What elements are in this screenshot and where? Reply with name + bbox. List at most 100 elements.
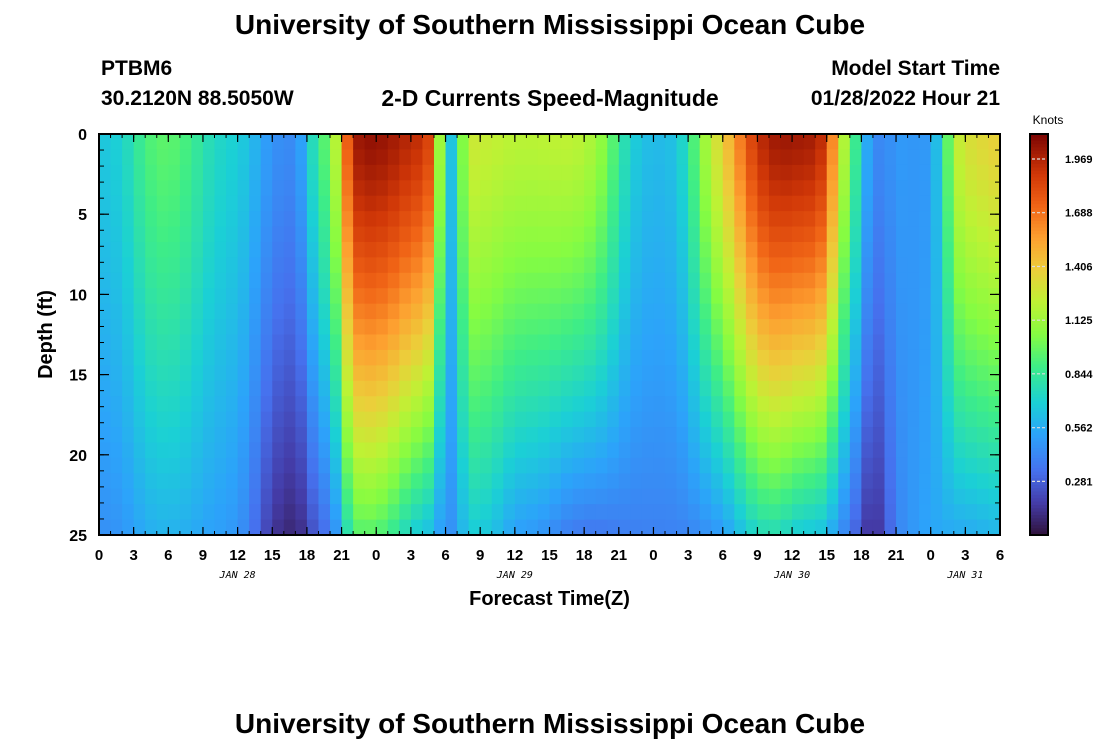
x-tick-label: 9 xyxy=(199,547,207,564)
heatmap-cell xyxy=(145,473,158,490)
heatmap-cell xyxy=(399,288,412,305)
heatmap-cell xyxy=(145,334,158,351)
heatmap-cell xyxy=(676,303,689,320)
heatmap-cell xyxy=(745,241,759,258)
heatmap-cell xyxy=(641,241,655,258)
heatmap-cell xyxy=(584,226,597,243)
heatmap-cell xyxy=(433,257,447,274)
heatmap-cell xyxy=(838,288,851,305)
heatmap-cell xyxy=(815,288,828,305)
heatmap-cell xyxy=(595,319,608,336)
heatmap-cell xyxy=(988,180,1001,197)
heatmap-cell xyxy=(145,226,158,243)
heatmap-cell xyxy=(537,411,551,428)
heatmap-cell xyxy=(156,180,169,197)
heatmap-cell xyxy=(988,149,1001,166)
heatmap-cell xyxy=(549,427,562,444)
heatmap-cell xyxy=(260,504,273,521)
heatmap-cell xyxy=(110,134,123,151)
heatmap-cell xyxy=(861,226,874,243)
colorbar-segment xyxy=(1030,374,1048,379)
heatmap-cell xyxy=(422,134,435,151)
heatmap-cell xyxy=(376,365,389,382)
heatmap-cell xyxy=(445,149,458,166)
heatmap-cell xyxy=(410,180,424,197)
heatmap-cell xyxy=(457,303,470,320)
heatmap-cell xyxy=(260,257,273,274)
colorbar-segment xyxy=(1030,197,1048,202)
heatmap-cell xyxy=(399,380,412,397)
heatmap-cell xyxy=(353,164,366,181)
heatmap-cell xyxy=(734,288,747,305)
heatmap-cell xyxy=(630,473,643,490)
heatmap-cell xyxy=(214,195,227,212)
heatmap-cell xyxy=(919,411,932,428)
heatmap-cell xyxy=(607,457,620,474)
heatmap-cell xyxy=(849,134,862,151)
heatmap-cell xyxy=(965,411,978,428)
heatmap-cell xyxy=(110,473,123,490)
heatmap-cell xyxy=(179,226,193,243)
heatmap-cell xyxy=(953,149,966,166)
heatmap-cell xyxy=(919,288,932,305)
heatmap-cell xyxy=(353,504,366,521)
heatmap-cell xyxy=(757,365,770,382)
heatmap-cell xyxy=(549,226,562,243)
heatmap-cell xyxy=(295,504,308,521)
heatmap-cell xyxy=(122,303,135,320)
heatmap-cell xyxy=(283,488,296,505)
x-tick-label: 0 xyxy=(372,547,380,564)
heatmap-cell xyxy=(734,334,747,351)
heatmap-cell xyxy=(976,442,990,459)
heatmap-cell xyxy=(202,442,216,459)
heatmap-cell xyxy=(214,149,227,166)
heatmap-cell xyxy=(168,149,181,166)
heatmap-cell xyxy=(191,504,204,521)
heatmap-cell xyxy=(168,504,181,521)
heatmap-cell xyxy=(653,195,666,212)
heatmap-cell xyxy=(780,442,793,459)
heatmap-cell xyxy=(803,365,816,382)
heatmap-cell xyxy=(653,349,666,366)
heatmap-cell xyxy=(722,380,735,397)
heatmap-cell xyxy=(491,319,504,336)
heatmap-cell xyxy=(457,257,470,274)
heatmap-cell xyxy=(376,211,389,228)
heatmap-cell xyxy=(306,303,320,320)
heatmap-cell xyxy=(826,241,839,258)
heatmap-cell xyxy=(330,427,343,444)
heatmap-cell xyxy=(295,164,308,181)
heatmap-cell xyxy=(641,149,655,166)
colorbar-segment xyxy=(1030,451,1048,456)
heatmap-cell xyxy=(145,211,158,228)
heatmap-cell xyxy=(780,288,793,305)
heatmap-cell xyxy=(896,504,909,521)
heatmap-cell xyxy=(572,226,585,243)
heatmap-cell xyxy=(711,241,724,258)
heatmap-cell xyxy=(179,349,193,366)
heatmap-cell xyxy=(526,211,539,228)
heatmap-cell xyxy=(503,303,516,320)
heatmap-cell xyxy=(283,334,296,351)
heatmap-cell xyxy=(110,380,123,397)
heatmap-cell xyxy=(433,519,447,536)
heatmap-cell xyxy=(364,365,377,382)
heatmap-cell xyxy=(849,164,862,181)
heatmap-cell xyxy=(376,457,389,474)
heatmap-cell xyxy=(491,180,504,197)
heatmap-cell xyxy=(503,365,516,382)
heatmap-cell xyxy=(387,380,400,397)
heatmap-cell xyxy=(156,427,169,444)
heatmap-cell xyxy=(353,411,366,428)
heatmap-cell xyxy=(445,180,458,197)
heatmap-cell xyxy=(272,365,285,382)
heatmap-cell xyxy=(838,411,851,428)
heatmap-cell xyxy=(826,504,839,521)
heatmap-cell xyxy=(838,519,851,536)
heatmap-cell xyxy=(653,134,666,151)
colorbar-segment xyxy=(1030,167,1048,172)
heatmap-cell xyxy=(699,257,712,274)
heatmap-cell xyxy=(988,365,1001,382)
heatmap-cell xyxy=(422,334,435,351)
heatmap-cell xyxy=(122,149,135,166)
